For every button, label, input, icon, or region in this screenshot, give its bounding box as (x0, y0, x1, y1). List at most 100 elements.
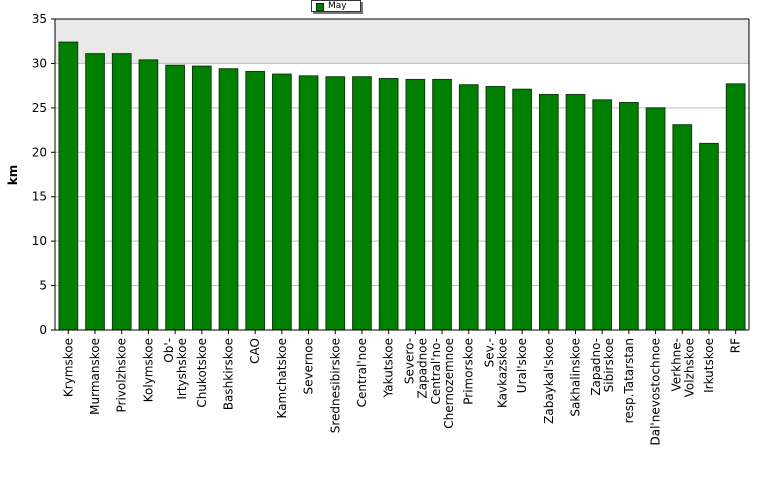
y-tick-label: 5 (39, 279, 47, 293)
bar-17 (512, 88, 532, 331)
legend: May (311, 0, 361, 12)
x-tick-label-10: Srednesibirskoe (328, 338, 342, 433)
y-tick-label: 25 (32, 101, 47, 115)
bar-3 (138, 59, 159, 331)
bar-25 (725, 83, 746, 331)
bar-20 (592, 99, 613, 331)
x-tick-label-line: Irkutskoe (702, 338, 716, 393)
x-tick-label-9: Severnoe (302, 338, 316, 395)
bar-8 (272, 73, 292, 331)
x-tick-label-line: Chernozemnoe (442, 338, 456, 429)
x-tick-label-line: Verkhne- (669, 338, 683, 391)
x-tick-label-18: Zabaykal'skoe (542, 338, 556, 424)
x-tick-label-line: Bashkirskoe (222, 338, 236, 410)
x-tick-label-17: Ural'skoe (515, 338, 529, 393)
x-tick-label-16: Sev.- Kavkazskoe (482, 338, 509, 408)
x-tick-label-1: Murmanskoe (88, 338, 102, 415)
bar-18 (538, 94, 559, 331)
bar-19 (565, 94, 586, 331)
bar-series (58, 41, 746, 331)
x-tick-label-line: Central'noe (355, 338, 369, 407)
bar-10 (325, 76, 346, 331)
bar-24 (699, 142, 719, 331)
x-tick-label-19: Sakhalinskoe (569, 338, 583, 417)
x-tick-label-line: Zapadno- (589, 338, 603, 396)
bar-1 (85, 53, 105, 331)
x-tick-label-12: Yakutskoe (382, 338, 396, 398)
x-tick-label-line: Murmanskoe (88, 338, 102, 415)
x-tick-label-15: Primorskoe (462, 338, 476, 405)
x-tick-label-line: Kolymskoe (141, 338, 155, 402)
x-tick-label-line: Zapadnoe (415, 338, 429, 399)
x-tick-label-4: Ob'- Irtyshskoe (162, 338, 189, 400)
x-tick-label-line: Sibirskoe (602, 338, 616, 392)
x-tick-label-14: Central'no- Chernozemnoe (429, 338, 456, 429)
y-tick-label: 30 (32, 56, 47, 70)
x-tick-label-8: Kamchatskoe (275, 338, 289, 418)
x-tick-label-0: Krymskoe (61, 338, 75, 397)
axes (54, 18, 750, 331)
x-tick-label-6: Bashkirskoe (222, 338, 236, 410)
bar-16 (485, 86, 506, 331)
bar-2 (111, 53, 132, 331)
y-tick-label: 0 (39, 323, 47, 337)
legend-label: May (328, 1, 347, 11)
x-tick-label-22: Dal'nevostochnoe (649, 338, 663, 446)
x-tick-label-line: Dal'nevostochnoe (649, 338, 663, 446)
y-tick-label: 20 (32, 145, 47, 159)
x-tick-label-7: CAO (248, 338, 262, 364)
y-tick-label: 15 (32, 190, 47, 204)
plot-top-band (55, 19, 749, 64)
plot-area (55, 19, 749, 331)
bar-5 (191, 65, 212, 331)
y-tick-label: 35 (32, 12, 47, 26)
x-tick-label-line: CAO (248, 338, 262, 364)
x-tick-label-line: Central'no- (429, 338, 443, 405)
x-tick-label-24: Irkutskoe (702, 338, 716, 393)
x-tick-label-line: Yakutskoe (382, 338, 396, 398)
x-tick-label-25: RF (729, 338, 743, 353)
x-tick-label-line: Krymskoe (61, 338, 75, 397)
x-tick-label-line: Sev.- (482, 338, 496, 367)
y-axis-label: km (6, 165, 20, 185)
bar-22 (645, 107, 666, 331)
x-tick-label-line: Ural'skoe (515, 338, 529, 393)
y-tick-label: 10 (32, 234, 47, 248)
x-tick-label-line: Volzhskoe (682, 338, 696, 397)
x-tick-label-line: Chukotskoe (195, 338, 209, 408)
x-tick-label-line: Sakhalinskoe (569, 338, 583, 417)
x-tick-label-23: Verkhne- Volzhskoe (669, 338, 696, 397)
bar-6 (218, 68, 239, 331)
x-tick-label-line: Kavkazskoe (495, 338, 509, 408)
bar-13 (405, 78, 426, 331)
y-axis-ticks: 0 5 10 15 20 25 30 35 (32, 12, 55, 337)
bar-21 (619, 102, 639, 331)
x-tick-label-line: RF (729, 338, 743, 353)
x-tick-label-line: Primorskoe (462, 338, 476, 405)
bar-11 (352, 76, 372, 331)
bar-23 (672, 124, 693, 331)
bar-7 (245, 70, 266, 331)
x-tick-label-line: Severnoe (302, 338, 316, 395)
x-tick-label-line: Severo- (402, 338, 416, 384)
x-tick-label-line: Irtyshskoe (175, 338, 189, 400)
x-tick-label-20: Zapadno- Sibirskoe (589, 338, 616, 396)
x-tick-label-5: Chukotskoe (195, 338, 209, 408)
x-tick-label-line: Privolzhskoe (115, 338, 129, 412)
x-tick-label-13: Severo- Zapadnoe (402, 338, 429, 399)
x-tick-label-line: Ob'- (162, 338, 176, 363)
bar-15 (458, 84, 479, 331)
x-tick-label-line: resp.Tatarstan (622, 338, 636, 423)
x-tick-label-line: Zabaykal'skoe (542, 338, 556, 424)
x-tick-label-3: Kolymskoe (141, 338, 155, 402)
bar-0 (58, 41, 79, 331)
x-tick-label-line: Kamchatskoe (275, 338, 289, 418)
x-tick-label-line: Srednesibirskoe (328, 338, 342, 433)
x-tick-label-2: Privolzhskoe (115, 338, 129, 412)
bar-4 (165, 64, 185, 331)
x-axis-ticks: Krymskoe Murmanskoe Privolzhskoe Kolymskoe O… (61, 330, 743, 446)
x-tick-label-11: Central'noe (355, 338, 369, 407)
bar-14 (432, 78, 452, 331)
legend-swatch (316, 3, 324, 11)
